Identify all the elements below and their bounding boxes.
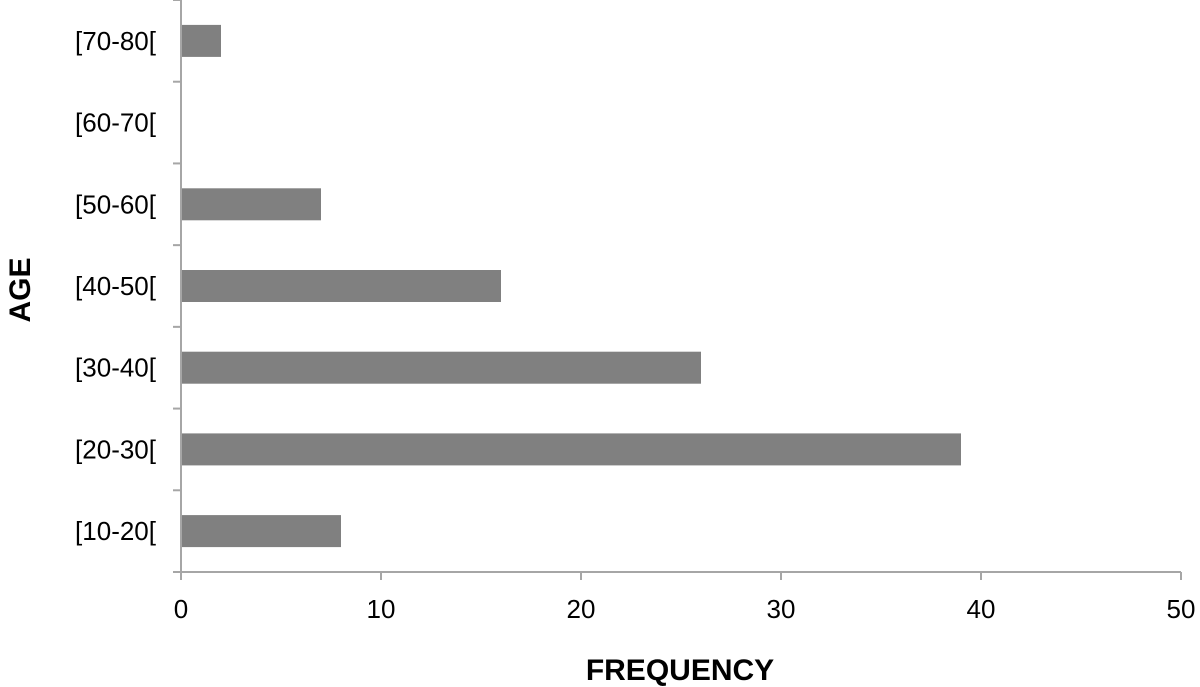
y-tick-label: [20-30[ [75, 434, 157, 464]
bar-50-60 [182, 188, 321, 221]
x-axis-title: FREQUENCY [586, 654, 774, 687]
y-tick-label: [40-50[ [75, 271, 157, 301]
x-tick-label: 10 [367, 594, 396, 624]
bar-10-20 [182, 515, 341, 548]
bar-70-80 [182, 24, 221, 57]
y-tick-label: [50-60[ [75, 189, 157, 219]
plot-area: [10-20[ [20-30[ [30-40[ [40-50[ [50-60[ [60-7… [75, 0, 1195, 624]
y-axis-title: AGE [4, 257, 37, 322]
x-tick-label: 20 [567, 594, 596, 624]
bar-30-40 [182, 351, 701, 384]
y-tick-label: [10-20[ [75, 516, 157, 546]
x-tick-label: 0 [174, 594, 188, 624]
y-tick-label: [70-80[ [75, 26, 157, 56]
x-tick-label: 30 [767, 594, 796, 624]
x-tick-label: 40 [967, 594, 996, 624]
x-tick-label: 50 [1167, 594, 1196, 624]
bar-20-30 [182, 433, 961, 466]
bar-40-50 [182, 270, 501, 302]
y-tick-label: [30-40[ [75, 353, 157, 383]
y-tick-label: [60-70[ [75, 108, 157, 138]
